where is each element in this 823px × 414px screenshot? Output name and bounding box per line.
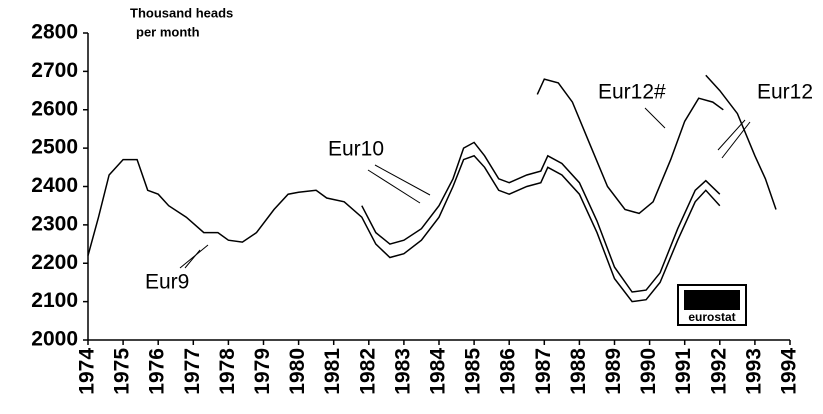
series-line xyxy=(705,74,777,210)
x-tick-label: 1981 xyxy=(321,348,344,395)
x-tick-label: 1975 xyxy=(111,348,134,395)
x-tick-label: 1982 xyxy=(356,348,379,395)
y-tick-label: 2200 xyxy=(31,251,78,274)
x-tick-label: 1989 xyxy=(602,348,625,395)
logo: eurostat xyxy=(677,284,747,326)
arrow xyxy=(721,121,751,159)
x-tick-label: 1994 xyxy=(778,348,801,395)
x-tick-label: 1988 xyxy=(567,348,590,395)
x-tick-label: 1987 xyxy=(532,348,555,395)
arrow xyxy=(717,119,746,151)
series-line xyxy=(536,78,724,215)
y-tick-label: 2600 xyxy=(31,97,78,120)
logo-text: eurostat xyxy=(688,310,735,324)
series-line xyxy=(87,154,721,303)
series-label: Eur12 xyxy=(757,81,813,104)
x-tick-label: 1978 xyxy=(216,348,239,395)
y-axis-label: per month xyxy=(136,24,200,39)
x-tick-label: 1979 xyxy=(251,348,274,395)
x-tick-label: 1976 xyxy=(146,348,169,395)
x-tick-label: 1991 xyxy=(672,348,695,395)
arrow xyxy=(367,169,421,204)
series-label: Eur12# xyxy=(598,81,666,104)
x-tick-label: 1990 xyxy=(637,348,660,395)
y-tick-label: 2000 xyxy=(31,328,78,351)
x-tick-label: 1980 xyxy=(286,348,309,395)
series-line xyxy=(361,141,721,293)
arrow xyxy=(644,107,666,129)
x-tick-label: 1977 xyxy=(181,348,204,395)
y-tick-label: 2400 xyxy=(31,174,78,197)
y-axis-label: Thousand heads xyxy=(130,5,233,20)
x-tick-label: 1986 xyxy=(497,348,520,395)
y-tick-label: 2500 xyxy=(31,136,78,159)
x-tick-label: 1984 xyxy=(427,348,450,395)
series-label: Eur9 xyxy=(145,271,189,294)
x-tick-label: 1993 xyxy=(742,348,765,395)
arrow xyxy=(184,249,201,269)
y-tick-label: 2300 xyxy=(31,212,78,235)
series-label: Eur10 xyxy=(328,138,384,161)
x-tick-label: 1983 xyxy=(391,348,414,395)
x-tick-label: 1974 xyxy=(76,348,99,395)
y-tick-label: 2800 xyxy=(31,21,78,44)
x-tick-label: 1985 xyxy=(462,348,485,395)
arrow xyxy=(374,164,431,196)
y-tick-label: 2100 xyxy=(31,289,78,312)
x-tick-label: 1992 xyxy=(707,348,730,395)
logo-mark xyxy=(684,290,740,310)
y-tick-label: 2700 xyxy=(31,59,78,82)
